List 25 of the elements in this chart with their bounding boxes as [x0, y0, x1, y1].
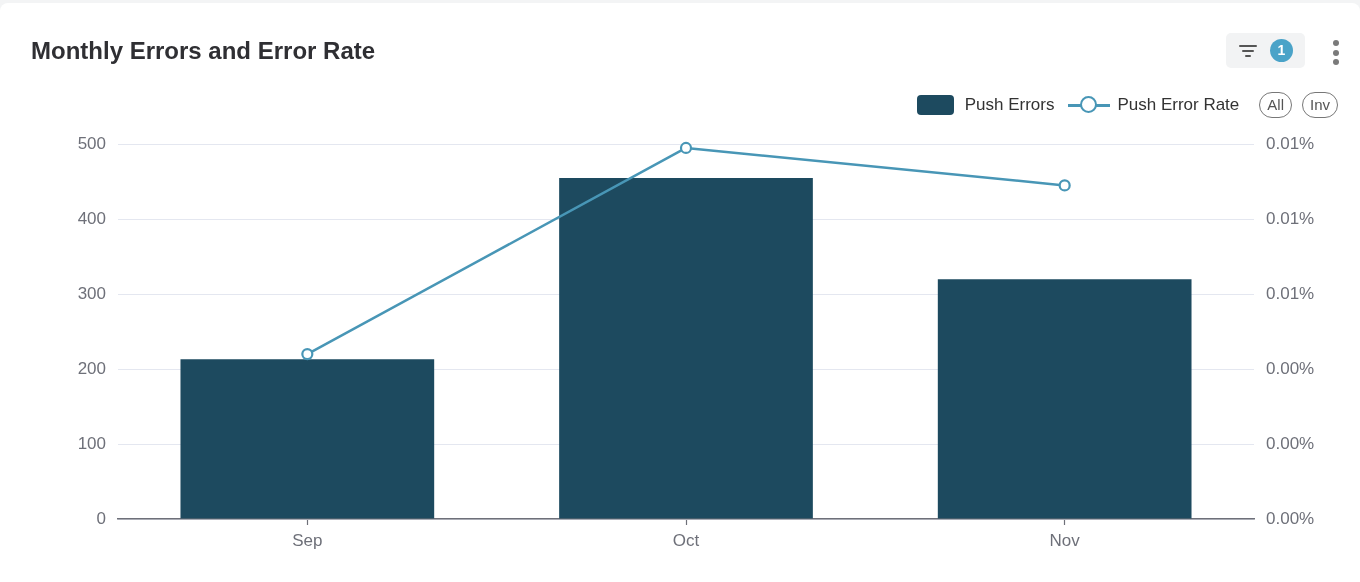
- y2-tick-label: 0.01%: [1266, 283, 1315, 303]
- y2-tick-label: 0.00%: [1266, 433, 1315, 453]
- x-tick-label: Sep: [292, 530, 323, 550]
- y-tick-label: 100: [77, 433, 106, 453]
- point: [1058, 179, 1071, 192]
- chart-title: Monthly Errors and Error Rate: [31, 37, 376, 65]
- x-tick-label: Oct: [672, 530, 700, 550]
- y-tick-label: 400: [77, 208, 106, 228]
- y-tick-label: 200: [77, 358, 106, 378]
- legend-label: Push Errors: [964, 95, 1055, 115]
- y-tick-label: 300: [77, 283, 106, 303]
- y2-tick-label: 0.01%: [1266, 208, 1315, 228]
- x-tick-label: Nov: [1049, 530, 1081, 550]
- y2-tick-label: 0.00%: [1266, 358, 1315, 378]
- bar: [180, 359, 435, 519]
- y-tick-label: 0: [96, 508, 106, 528]
- y-tick-label: 500: [77, 133, 106, 153]
- bar: [937, 279, 1192, 519]
- point: [301, 347, 314, 361]
- point: [679, 141, 693, 155]
- y2-tick-label: 0.00%: [1266, 508, 1315, 528]
- bar: [559, 177, 813, 519]
- y2-tick-label: 0.01%: [1266, 133, 1315, 153]
- legend-label: Push Error Rate: [1117, 95, 1240, 115]
- count-badge: 1: [1270, 39, 1293, 62]
